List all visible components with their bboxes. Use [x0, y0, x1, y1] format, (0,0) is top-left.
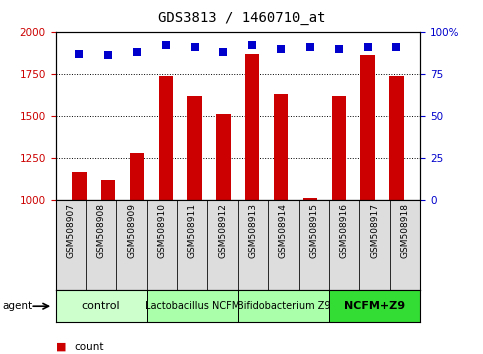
Bar: [147, 290, 238, 322]
Text: GDS3813 / 1460710_at: GDS3813 / 1460710_at: [158, 11, 325, 25]
Text: ■: ■: [56, 342, 66, 352]
Text: GSM508911: GSM508911: [188, 203, 197, 258]
Point: [191, 44, 199, 50]
Bar: [359, 200, 390, 290]
Text: Lactobacillus NCFM: Lactobacillus NCFM: [145, 301, 240, 311]
Bar: [238, 200, 268, 290]
Text: GSM508916: GSM508916: [340, 203, 349, 258]
Text: count: count: [75, 342, 104, 352]
Bar: [147, 200, 177, 290]
Bar: [274, 94, 288, 200]
Point: [335, 46, 342, 52]
Bar: [208, 200, 238, 290]
Point: [306, 44, 314, 50]
Text: GSM508915: GSM508915: [309, 203, 318, 258]
Bar: [130, 153, 144, 200]
Bar: [329, 200, 359, 290]
Text: control: control: [82, 301, 120, 311]
Text: NCFM+Z9: NCFM+Z9: [344, 301, 405, 311]
Bar: [56, 290, 147, 322]
Bar: [116, 200, 147, 290]
Point: [248, 42, 256, 48]
Text: GSM508908: GSM508908: [97, 203, 106, 258]
Bar: [187, 96, 202, 200]
Bar: [329, 290, 420, 322]
Bar: [298, 200, 329, 290]
Point: [393, 44, 400, 50]
Bar: [390, 200, 420, 290]
Bar: [101, 180, 115, 200]
Bar: [331, 96, 346, 200]
Text: GSM508918: GSM508918: [400, 203, 410, 258]
Point: [75, 51, 83, 57]
Bar: [245, 54, 259, 200]
Text: GSM508917: GSM508917: [370, 203, 379, 258]
Bar: [177, 200, 208, 290]
Point: [364, 44, 371, 50]
Bar: [158, 75, 173, 200]
Bar: [360, 55, 375, 200]
Point: [220, 49, 227, 55]
Bar: [389, 75, 404, 200]
Text: GSM508909: GSM508909: [127, 203, 136, 258]
Point: [133, 49, 141, 55]
Text: GSM508907: GSM508907: [66, 203, 75, 258]
Point: [162, 42, 170, 48]
Bar: [72, 172, 86, 200]
Bar: [238, 290, 329, 322]
Text: GSM508912: GSM508912: [218, 203, 227, 258]
Point: [104, 53, 112, 58]
Text: GSM508914: GSM508914: [279, 203, 288, 258]
Bar: [268, 200, 298, 290]
Bar: [303, 198, 317, 200]
Text: agent: agent: [2, 301, 32, 311]
Text: Bifidobacterium Z9: Bifidobacterium Z9: [237, 301, 330, 311]
Bar: [56, 200, 86, 290]
Bar: [216, 114, 231, 200]
Point: [277, 46, 285, 52]
Text: GSM508910: GSM508910: [157, 203, 167, 258]
Text: GSM508913: GSM508913: [249, 203, 257, 258]
Bar: [86, 200, 116, 290]
